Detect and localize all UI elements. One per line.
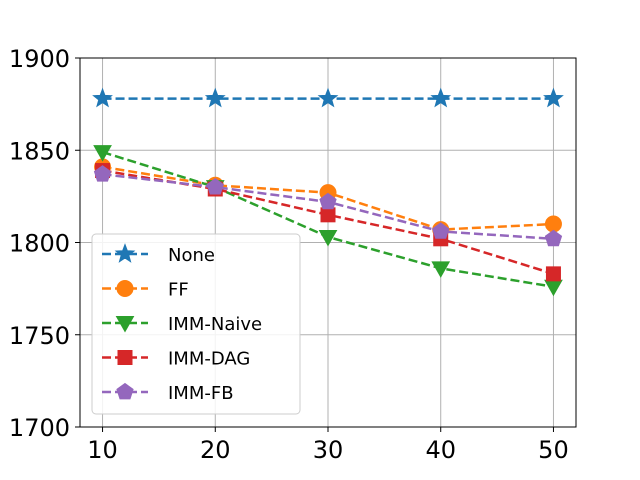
- legend-marker-none: [114, 243, 136, 263]
- legend-box: [91, 233, 301, 415]
- data-point-none: [92, 87, 113, 108]
- data-point-ff: [544, 215, 562, 233]
- data-point-imm-fb: [206, 178, 224, 195]
- x-tick-label: 40: [425, 436, 456, 464]
- legend-marker-imm-naive: [115, 316, 135, 333]
- legend-label-imm-fb: IMM-FB: [168, 383, 234, 404]
- data-point-imm-fb: [544, 229, 563, 247]
- legend-marker-ff: [116, 280, 134, 297]
- series-imm-fb: [93, 165, 563, 247]
- series-none: [92, 87, 564, 108]
- data-point-imm-naive: [93, 145, 112, 162]
- y-tick-label: 1900: [9, 45, 70, 73]
- series-layer: [92, 87, 564, 297]
- data-point-none: [543, 87, 564, 108]
- data-point-imm-naive: [544, 279, 563, 297]
- legend-label-ff: FF: [168, 280, 189, 301]
- x-tick-label: 50: [538, 436, 569, 464]
- data-point-none: [317, 87, 339, 108]
- data-point-imm-naive: [318, 229, 338, 247]
- x-tick-label: 20: [200, 436, 231, 464]
- data-point-imm-naive: [431, 261, 451, 278]
- y-tick-label: 1700: [9, 414, 70, 442]
- data-point-imm-dag: [545, 266, 561, 282]
- data-point-imm-dag: [320, 207, 336, 223]
- data-point-none: [204, 87, 226, 108]
- x-tick-label: 30: [313, 436, 344, 464]
- data-point-imm-fb: [93, 165, 112, 182]
- legend: None FF IMM-Naive IMM-DAG IMM-FB: [91, 233, 301, 415]
- legend-label-imm-naive: IMM-Naive: [168, 314, 262, 335]
- legend-label-imm-dag: IMM-DAG: [168, 349, 250, 370]
- y-tick-label: 1850: [9, 137, 70, 165]
- y-tick-label: 1800: [9, 230, 70, 258]
- data-point-imm-fb: [319, 192, 337, 210]
- legend-marker-imm-dag: [117, 350, 133, 365]
- data-point-none: [430, 87, 452, 108]
- x-tick-label: 10: [87, 436, 118, 464]
- legend-label-none: None: [168, 245, 215, 266]
- data-point-imm-fb: [432, 222, 450, 239]
- y-tick-label: 1750: [9, 322, 70, 350]
- legend-marker-imm-fb: [116, 382, 134, 400]
- axis-ticks: 10 20 30 40 50 1700 1750 1800 1850 1900: [9, 45, 569, 464]
